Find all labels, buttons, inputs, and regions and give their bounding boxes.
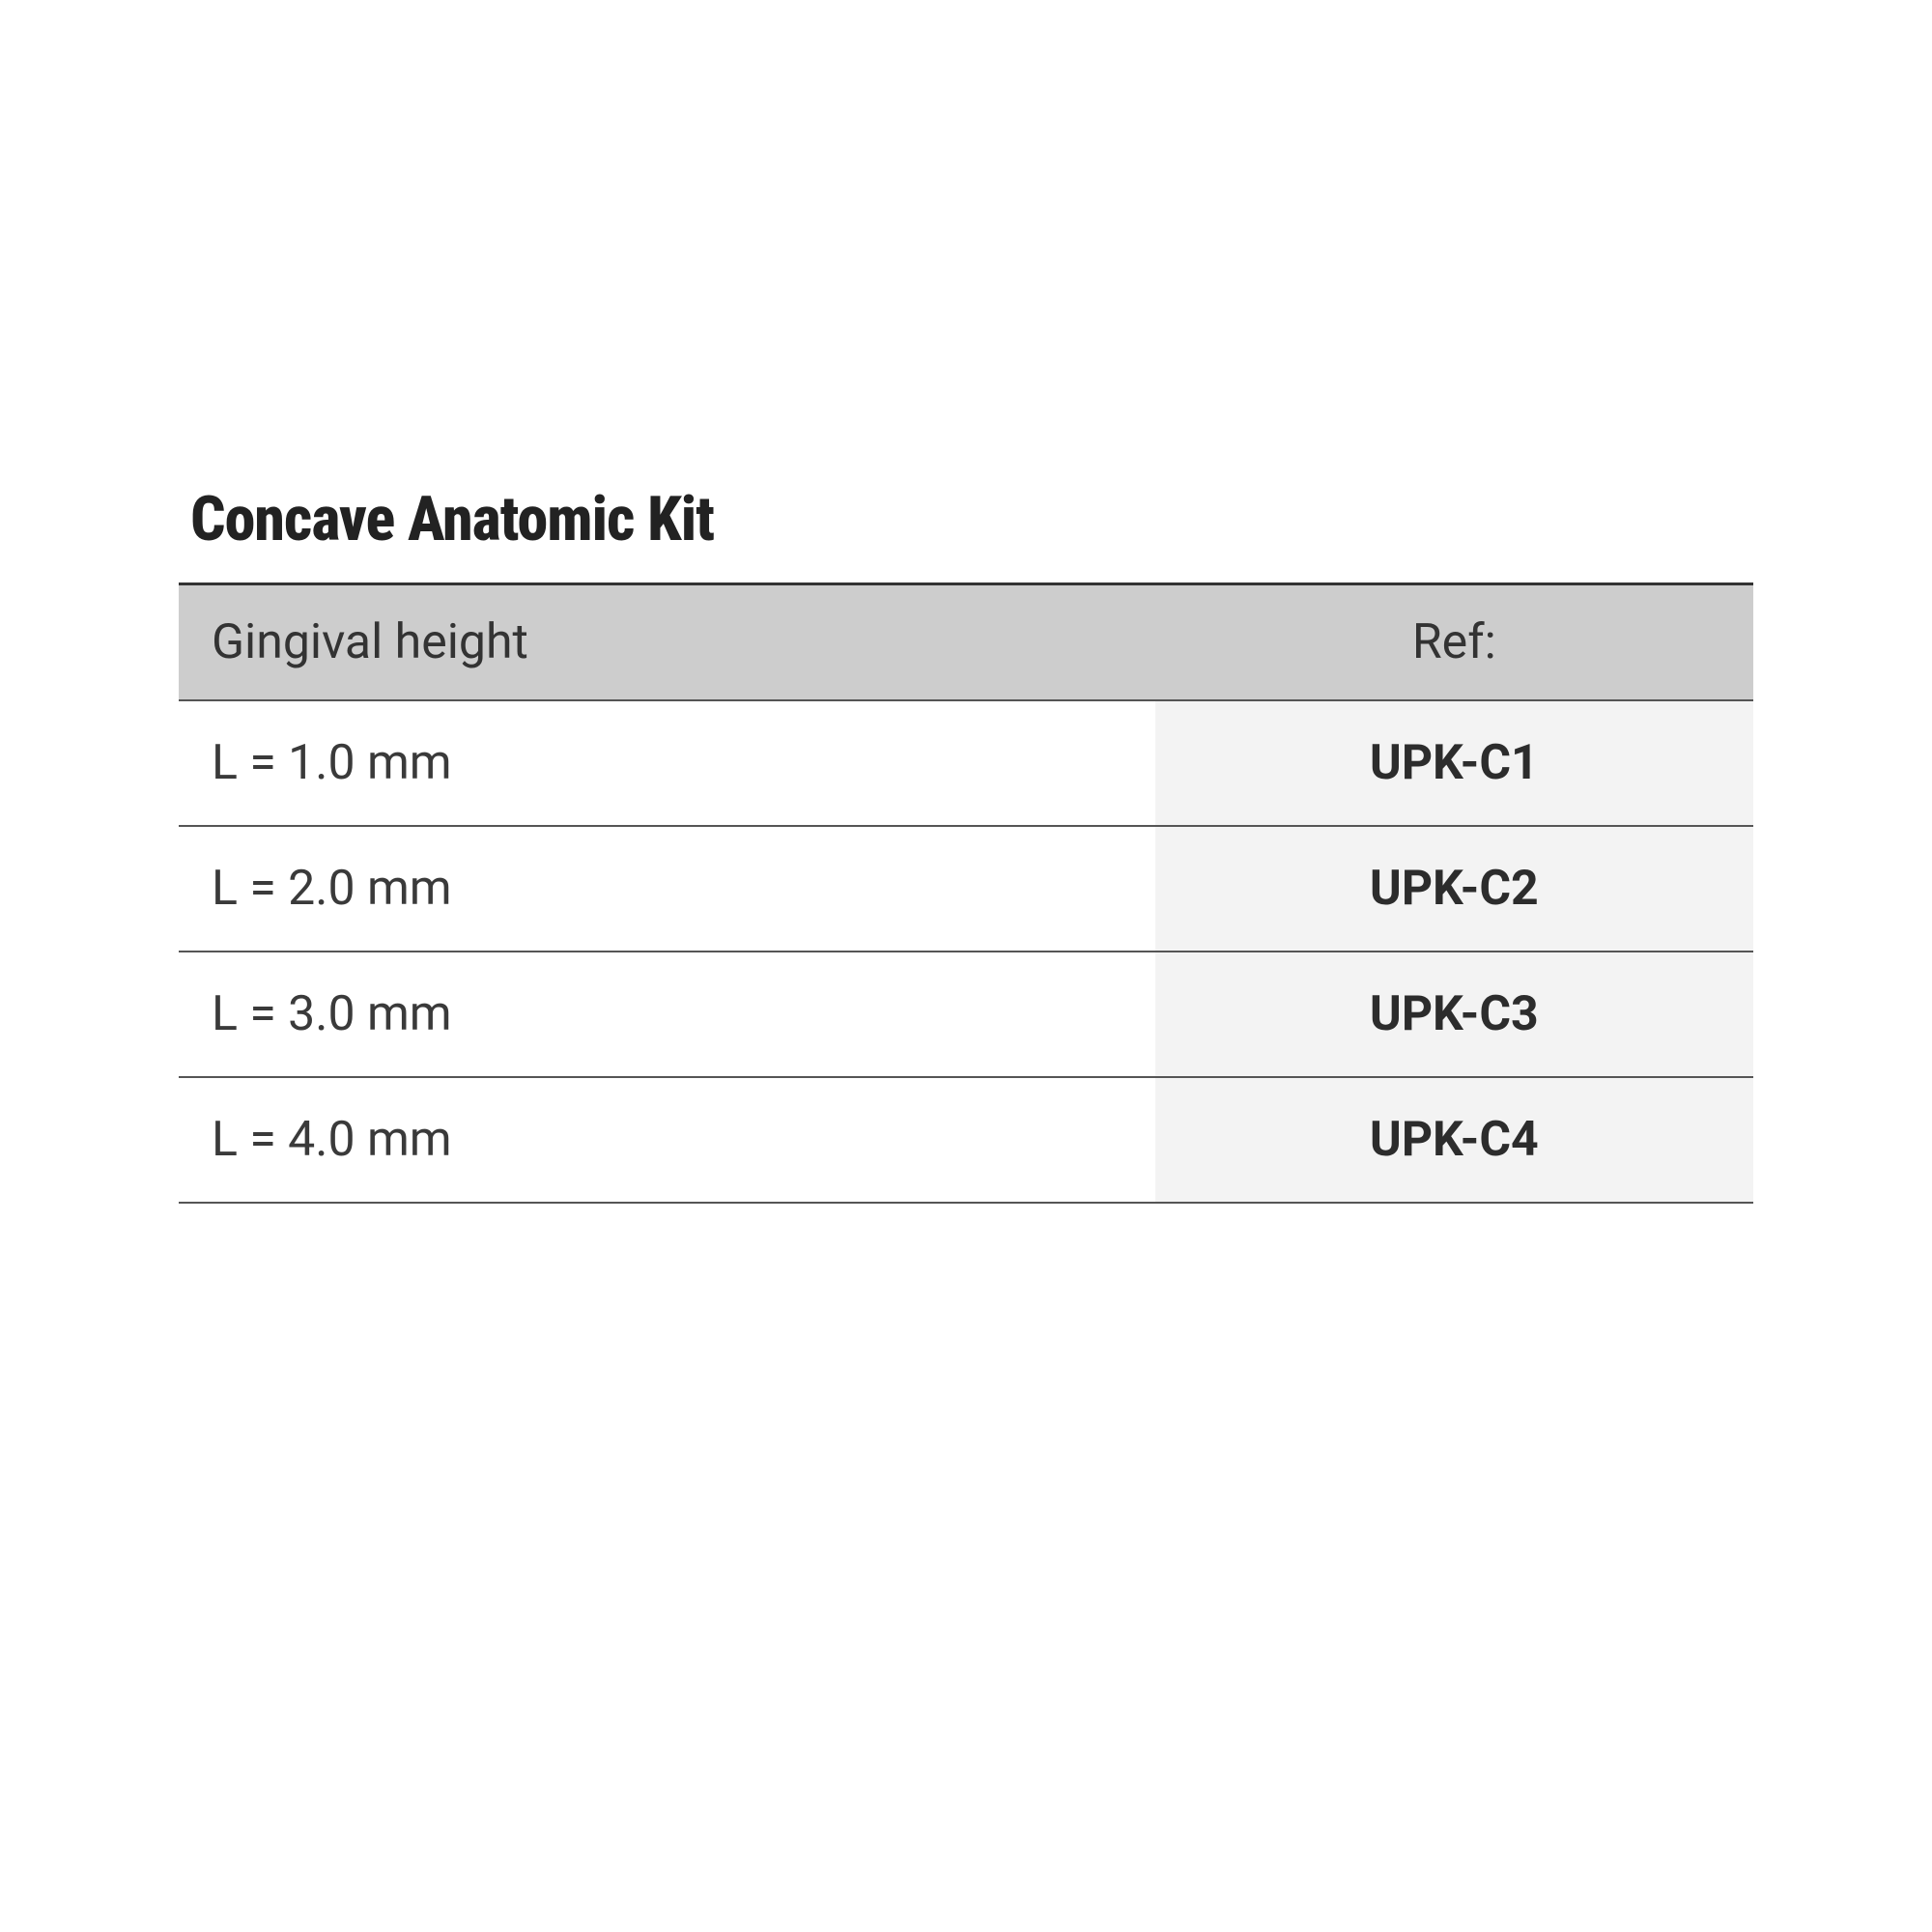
column-header-ref: Ref: xyxy=(1155,584,1753,701)
table-row: L = 1.0 mm UPK-C1 xyxy=(179,700,1753,826)
cell-ref: UPK-C4 xyxy=(1155,1077,1753,1203)
cell-measure: L = 2.0 mm xyxy=(179,826,1155,952)
table-title: Concave Anatomic Kit xyxy=(190,483,1753,555)
kit-table-block: Concave Anatomic Kit Gingival height Ref… xyxy=(179,483,1753,1204)
cell-ref: UPK-C1 xyxy=(1155,700,1753,826)
cell-ref: UPK-C2 xyxy=(1155,826,1753,952)
table-row: L = 3.0 mm UPK-C3 xyxy=(179,952,1753,1077)
kit-table: Gingival height Ref: L = 1.0 mm UPK-C1 L… xyxy=(179,582,1753,1204)
cell-measure: L = 4.0 mm xyxy=(179,1077,1155,1203)
table-header-row: Gingival height Ref: xyxy=(179,584,1753,701)
cell-ref: UPK-C3 xyxy=(1155,952,1753,1077)
table-row: L = 4.0 mm UPK-C4 xyxy=(179,1077,1753,1203)
cell-measure: L = 1.0 mm xyxy=(179,700,1155,826)
table-row: L = 2.0 mm UPK-C2 xyxy=(179,826,1753,952)
column-header-measure: Gingival height xyxy=(179,584,1155,701)
cell-measure: L = 3.0 mm xyxy=(179,952,1155,1077)
